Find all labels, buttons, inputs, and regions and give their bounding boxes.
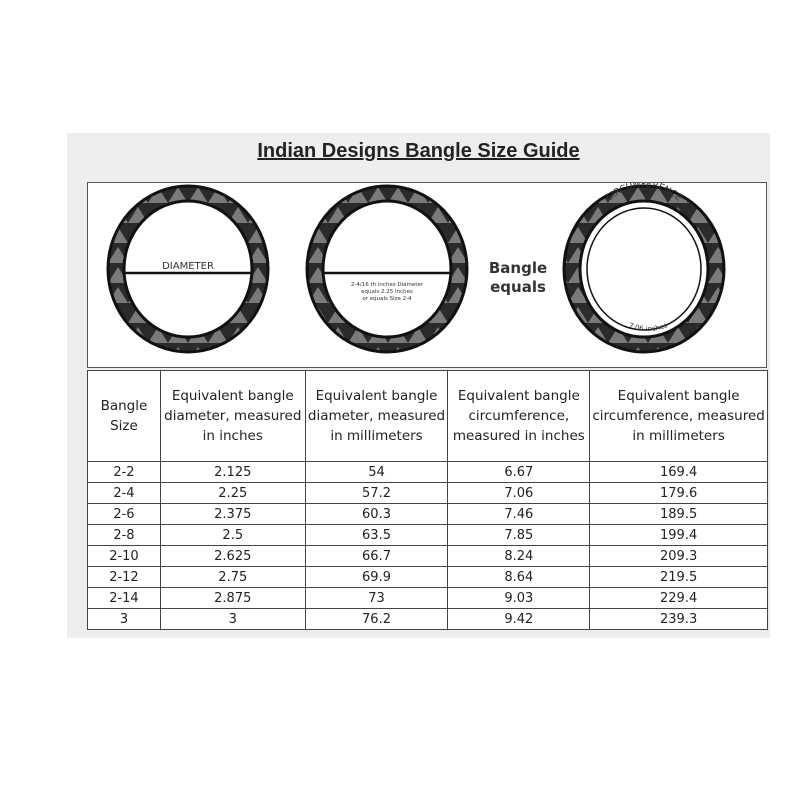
header-diameter-inches: Equivalent bangle diameter, measured in … [159,370,306,462]
table-cell: 60.3 [304,503,449,525]
table-row: 2-8 2.5 63.5 7.85 199.4 [87,524,768,546]
table-cell: 3 [159,608,306,630]
example-line-2: equals 2.25 Inches [361,289,413,295]
table-cell: 179.6 [589,482,768,504]
table-cell: 229.4 [589,587,768,609]
table-row: 2-12 2.75 69.9 8.64 219.5 [87,566,768,588]
header-circumference-mm: Equivalent bangle circumference, measure… [589,370,768,462]
table-cell: 63.5 [304,524,449,546]
table-cell: 2.25 [159,482,306,504]
table-cell: 2.5 [159,524,306,546]
table-cell: 2.875 [159,587,306,609]
table-cell: 2-12 [87,566,161,588]
table-cell: 2-14 [87,587,161,609]
table-cell: 57.2 [304,482,449,504]
header-circumference-inches: Equivalent bangle circumference, measure… [447,370,591,462]
table-row: 2-14 2.875 73 9.03 229.4 [87,587,768,609]
table-row: 3 3 76.2 9.42 239.3 [87,608,768,630]
bangle-circumference-icon: CIRCUMFERENCE 7.06 inches [562,183,726,354]
example-line-1: 2-4/16 th inches Diameter [351,282,424,288]
table-cell: 2-10 [87,545,161,567]
diameter-label: DIAMETER [162,261,214,272]
table-cell: 239.3 [589,608,768,630]
table-cell: 9.42 [447,608,591,630]
table-cell: 7.85 [447,524,591,546]
table-cell: 8.64 [447,566,591,588]
bangle-diameter-icon: DIAMETER [106,184,270,354]
table-cell: 199.4 [589,524,768,546]
table-cell: 2-2 [87,461,161,483]
equals-line-1: Bangle [489,259,547,277]
header-diameter-mm: Equivalent bangle diameter, measured in … [304,370,449,462]
table-row: 2-10 2.625 66.7 8.24 209.3 [87,545,768,567]
table-cell: 2.125 [159,461,306,483]
table-cell: 8.24 [447,545,591,567]
table-cell: 3 [87,608,161,630]
table-row: 2-2 2.125 54 6.67 169.4 [87,461,768,483]
table-cell: 2.75 [159,566,306,588]
size-table: Bangle Size Equivalent bangle diameter, … [87,370,768,630]
example-line-3: or equals Size 2-4 [362,296,412,302]
table-row: 2-4 2.25 57.2 7.06 179.6 [87,482,768,504]
table-cell: 189.5 [589,503,768,525]
table-cell: 6.67 [447,461,591,483]
table-cell: 9.03 [447,587,591,609]
page-title: Indian Designs Bangle Size Guide [257,140,580,162]
table-cell: 73 [304,587,449,609]
table-row: 2-6 2.375 60.3 7.46 189.5 [87,503,768,525]
table-header-row: Bangle Size Equivalent bangle diameter, … [87,370,768,462]
table-cell: 69.9 [304,566,449,588]
circumference-value: 7.06 inches [627,321,668,333]
table-cell: 54 [304,461,449,483]
table-cell: 169.4 [589,461,768,483]
svg-text:7.06 inches: 7.06 inches [627,321,668,333]
bangle-illustration: DIAMETER 2-4/16 th inches Diameter equal… [87,182,767,368]
table-cell: 76.2 [304,608,449,630]
table-cell: 2.625 [159,545,306,567]
table-cell: 209.3 [589,545,768,567]
equals-line-2: equals [490,278,546,296]
table-cell: 7.46 [447,503,591,525]
table-cell: 2.375 [159,503,306,525]
table-cell: 2-6 [87,503,161,525]
table-cell: 2-8 [87,524,161,546]
bangle-example-icon: 2-4/16 th inches Diameter equals 2.25 In… [305,184,469,354]
table-cell: 2-4 [87,482,161,504]
table-cell: 66.7 [304,545,449,567]
header-bangle-size: Bangle Size [87,370,161,462]
table-cell: 7.06 [447,482,591,504]
table-cell: 219.5 [589,566,768,588]
